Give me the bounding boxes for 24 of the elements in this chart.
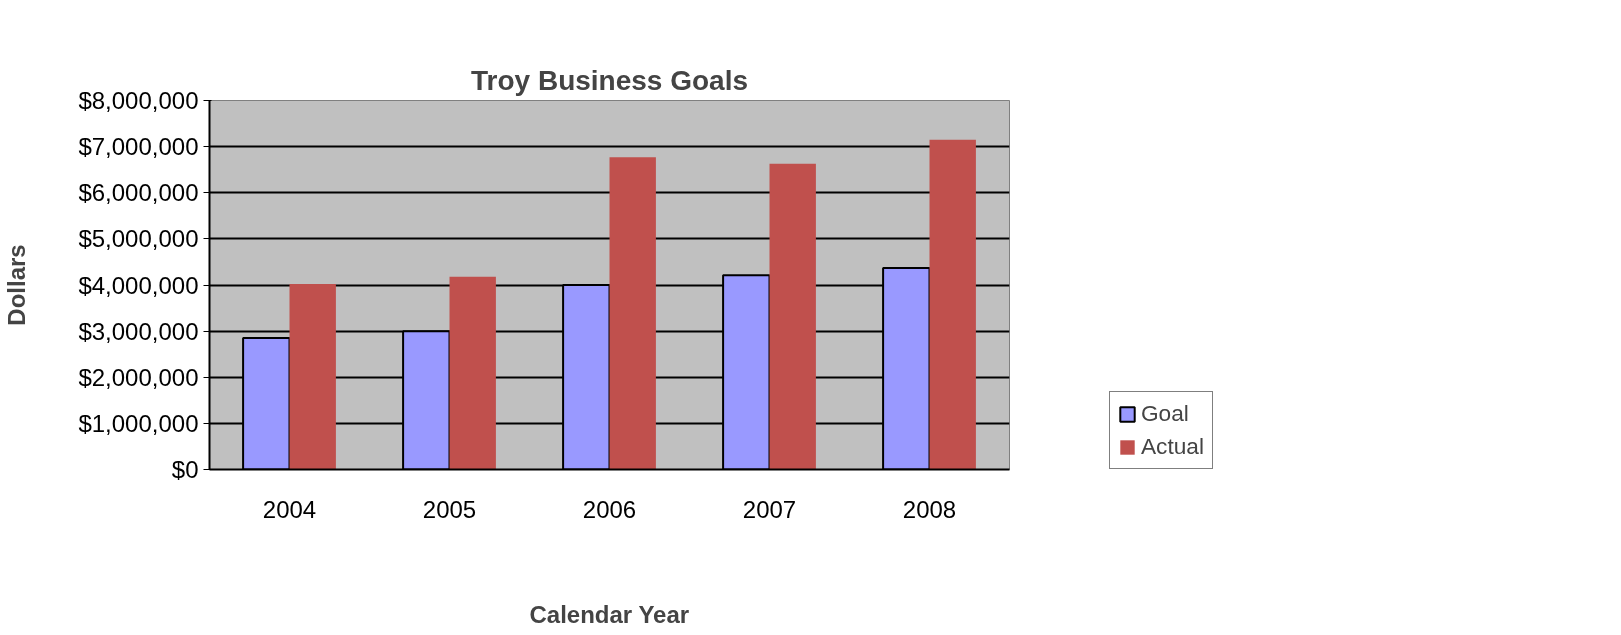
bar (449, 276, 496, 470)
bar (289, 284, 336, 470)
y-tick-label: $2,000,000 (78, 363, 199, 391)
y-tick-label: $5,000,000 (78, 225, 199, 253)
y-tick-label: $6,000,000 (78, 179, 199, 207)
y-tick-label: $3,000,000 (78, 317, 199, 345)
legend-label: Goal (1141, 400, 1189, 427)
y-tick-label: $8,000,000 (78, 87, 199, 114)
bar (769, 163, 816, 470)
bar (929, 139, 976, 470)
x-tick-label: 2005 (422, 495, 477, 523)
bar (609, 157, 656, 470)
x-tick-label: 2008 (902, 495, 957, 523)
y-tick-label: $1,000,000 (78, 409, 199, 437)
y-tick-label: $7,000,000 (78, 133, 199, 161)
legend-label: Actual (1141, 433, 1204, 460)
y-axis-title: Dollars (3, 244, 31, 326)
y-tick-label: $4,000,000 (78, 271, 199, 299)
x-axis-title: Calendar Year (529, 600, 690, 628)
x-tick-label: 2007 (742, 495, 797, 523)
chart-title: Troy Business Goals (471, 64, 748, 96)
y-tick-label: $0 (171, 456, 199, 483)
x-tick-label: 2006 (582, 495, 637, 523)
x-tick-label: 2004 (262, 495, 317, 523)
